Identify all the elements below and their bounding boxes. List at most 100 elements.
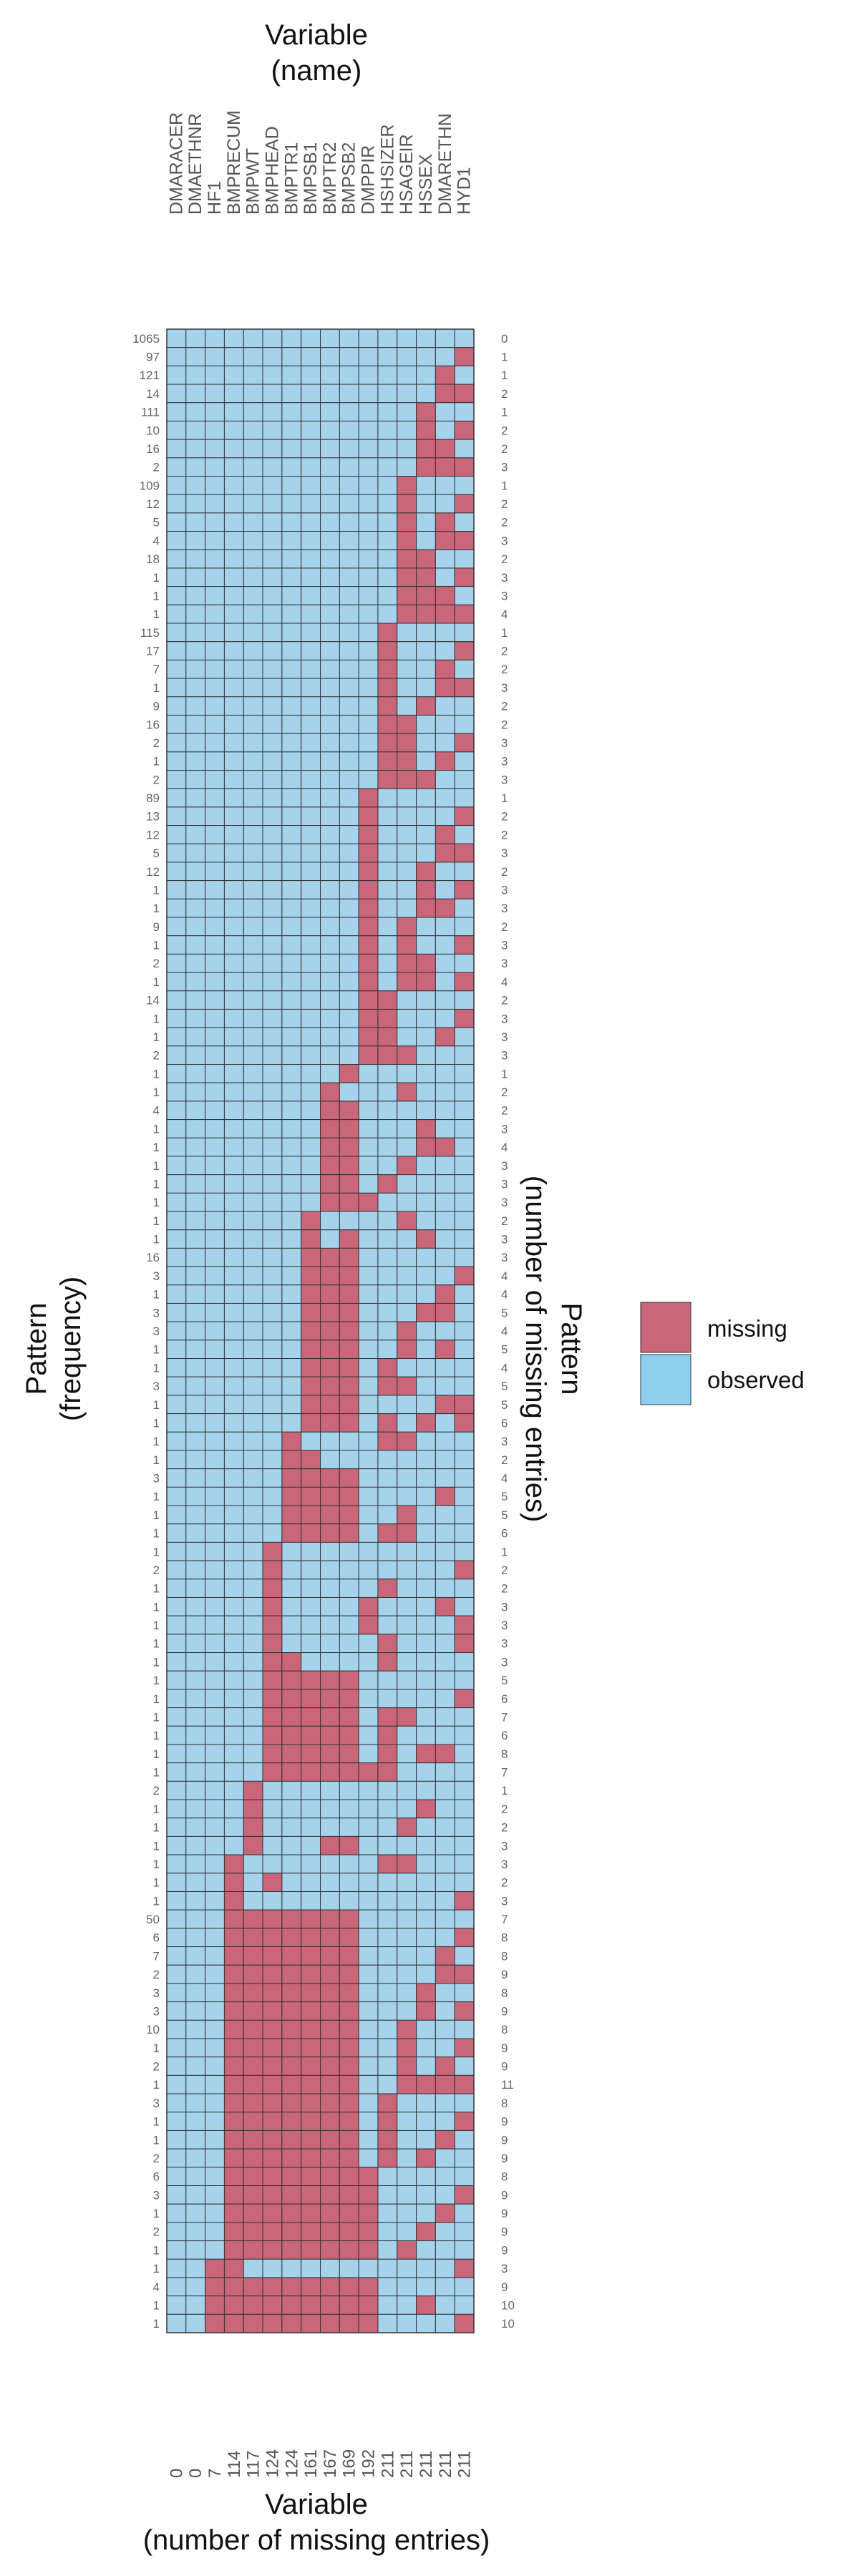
cell-r73-c9 bbox=[339, 1670, 359, 1690]
cell-r105-c8 bbox=[320, 2258, 340, 2278]
cell-r78-c4 bbox=[243, 1762, 263, 1782]
cell-r100-c4 bbox=[243, 2167, 263, 2187]
cell-r86-c0 bbox=[166, 1909, 187, 1929]
cell-r82-c6 bbox=[281, 1835, 302, 1855]
cell-r30-c14 bbox=[435, 880, 455, 899]
cell-r95-c15 bbox=[454, 2074, 475, 2094]
row-missing-label: 2 bbox=[501, 1821, 508, 1835]
cell-r24-c4 bbox=[243, 770, 263, 789]
cell-r64-c13 bbox=[416, 1505, 436, 1525]
cell-r104-c2 bbox=[205, 2240, 225, 2260]
row-frequency-label: 2 bbox=[153, 1968, 160, 1981]
cell-r23-c9 bbox=[339, 751, 359, 771]
cell-r85-c7 bbox=[301, 1890, 321, 1911]
cell-r9-c2 bbox=[205, 494, 225, 514]
row-missing-label: 8 bbox=[501, 2170, 508, 2184]
legend-swatch-missing bbox=[640, 1302, 691, 1353]
cell-r9-c5 bbox=[262, 494, 283, 514]
row-missing-label: 5 bbox=[501, 1343, 508, 1357]
cell-r89-c4 bbox=[243, 1964, 263, 1984]
cell-r53-c7 bbox=[301, 1302, 321, 1322]
cell-r72-c12 bbox=[397, 1652, 417, 1672]
cell-r35-c14 bbox=[435, 972, 455, 992]
row-frequency-label: 50 bbox=[146, 1913, 160, 1926]
cell-r46-c9 bbox=[339, 1174, 359, 1194]
cell-r3-c7 bbox=[301, 384, 321, 404]
cell-r84-c0 bbox=[166, 1873, 187, 1892]
cell-r75-c13 bbox=[416, 1707, 436, 1727]
row-frequency-label: 2 bbox=[153, 2060, 160, 2074]
cell-r1-c7 bbox=[301, 347, 321, 366]
column-missing-count-12: 211 bbox=[397, 2451, 417, 2478]
cell-r72-c8 bbox=[320, 1652, 340, 1672]
cell-r32-c1 bbox=[185, 917, 206, 937]
cell-r19-c1 bbox=[185, 678, 206, 698]
cell-r78-c1 bbox=[185, 1762, 206, 1782]
cell-r9-c12 bbox=[397, 494, 417, 514]
cell-r67-c11 bbox=[377, 1560, 398, 1580]
cell-r56-c1 bbox=[185, 1358, 206, 1377]
cell-r20-c5 bbox=[262, 696, 283, 716]
row-frequency-label: 1 bbox=[153, 1527, 160, 1541]
cell-r7-c5 bbox=[262, 457, 283, 477]
cell-r31-c1 bbox=[185, 898, 206, 918]
cell-r5-c15 bbox=[454, 420, 475, 440]
cell-r31-c9 bbox=[339, 898, 359, 918]
cell-r89-c0 bbox=[166, 1964, 187, 1984]
cell-r46-c15 bbox=[454, 1174, 475, 1194]
cell-r4-c3 bbox=[223, 402, 244, 421]
cell-r89-c5 bbox=[262, 1964, 283, 1984]
cell-r46-c3 bbox=[223, 1174, 244, 1194]
cell-r68-c4 bbox=[243, 1579, 263, 1598]
cell-r93-c15 bbox=[454, 2038, 475, 2058]
cell-r105-c5 bbox=[262, 2258, 283, 2278]
cell-r11-c5 bbox=[262, 531, 283, 550]
cell-r64-c4 bbox=[243, 1505, 263, 1525]
cell-r54-c15 bbox=[454, 1321, 475, 1341]
cell-r0-c7 bbox=[301, 328, 321, 348]
row-missing-label: 8 bbox=[501, 2097, 508, 2110]
cell-r85-c12 bbox=[397, 1890, 417, 1911]
cell-r83-c12 bbox=[397, 1854, 417, 1874]
row-missing-label: 2 bbox=[501, 828, 508, 841]
cell-r17-c13 bbox=[416, 641, 436, 660]
cell-r68-c0 bbox=[166, 1579, 187, 1598]
cell-r81-c3 bbox=[223, 1818, 244, 1837]
cell-r1-c9 bbox=[339, 347, 359, 366]
cell-r8-c7 bbox=[301, 476, 321, 495]
cell-r18-c3 bbox=[223, 659, 244, 679]
cell-r40-c2 bbox=[205, 1064, 225, 1083]
row-frequency-label: 1 bbox=[153, 1545, 160, 1558]
cell-r81-c11 bbox=[377, 1818, 398, 1837]
cell-r52-c15 bbox=[454, 1284, 475, 1304]
cell-r37-c14 bbox=[435, 1008, 455, 1028]
cell-r9-c13 bbox=[416, 494, 436, 514]
cell-r40-c3 bbox=[223, 1064, 244, 1083]
cell-r35-c3 bbox=[223, 972, 244, 992]
cell-r18-c2 bbox=[205, 659, 225, 679]
cell-r60-c5 bbox=[262, 1431, 283, 1451]
row-missing-label: 3 bbox=[501, 1159, 508, 1173]
cell-r29-c10 bbox=[358, 862, 379, 882]
row-missing-labels: 0112122312232334122322333122323323342333… bbox=[501, 332, 515, 2331]
row-missing-label: 10 bbox=[501, 2299, 515, 2313]
cell-r90-c8 bbox=[320, 1983, 340, 2003]
cell-r35-c8 bbox=[320, 972, 340, 992]
cell-r28-c12 bbox=[397, 843, 417, 863]
cell-r103-c2 bbox=[205, 2222, 225, 2242]
cell-r18-c11 bbox=[377, 659, 398, 679]
cell-r29-c0 bbox=[166, 862, 187, 882]
cell-r76-c2 bbox=[205, 1725, 225, 1745]
cell-r67-c10 bbox=[358, 1560, 379, 1580]
cell-r54-c5 bbox=[262, 1321, 283, 1341]
cell-r54-c1 bbox=[185, 1321, 206, 1341]
cell-r38-c0 bbox=[166, 1027, 187, 1047]
cell-r21-c1 bbox=[185, 714, 206, 734]
row-missing-label: 9 bbox=[501, 2115, 508, 2129]
legend: missing observed bbox=[640, 1302, 805, 1405]
cell-r98-c5 bbox=[262, 2129, 283, 2150]
cell-r40-c15 bbox=[454, 1064, 475, 1083]
cell-r91-c0 bbox=[166, 2001, 187, 2021]
cell-r2-c10 bbox=[358, 365, 379, 385]
cell-r80-c4 bbox=[243, 1799, 263, 1819]
